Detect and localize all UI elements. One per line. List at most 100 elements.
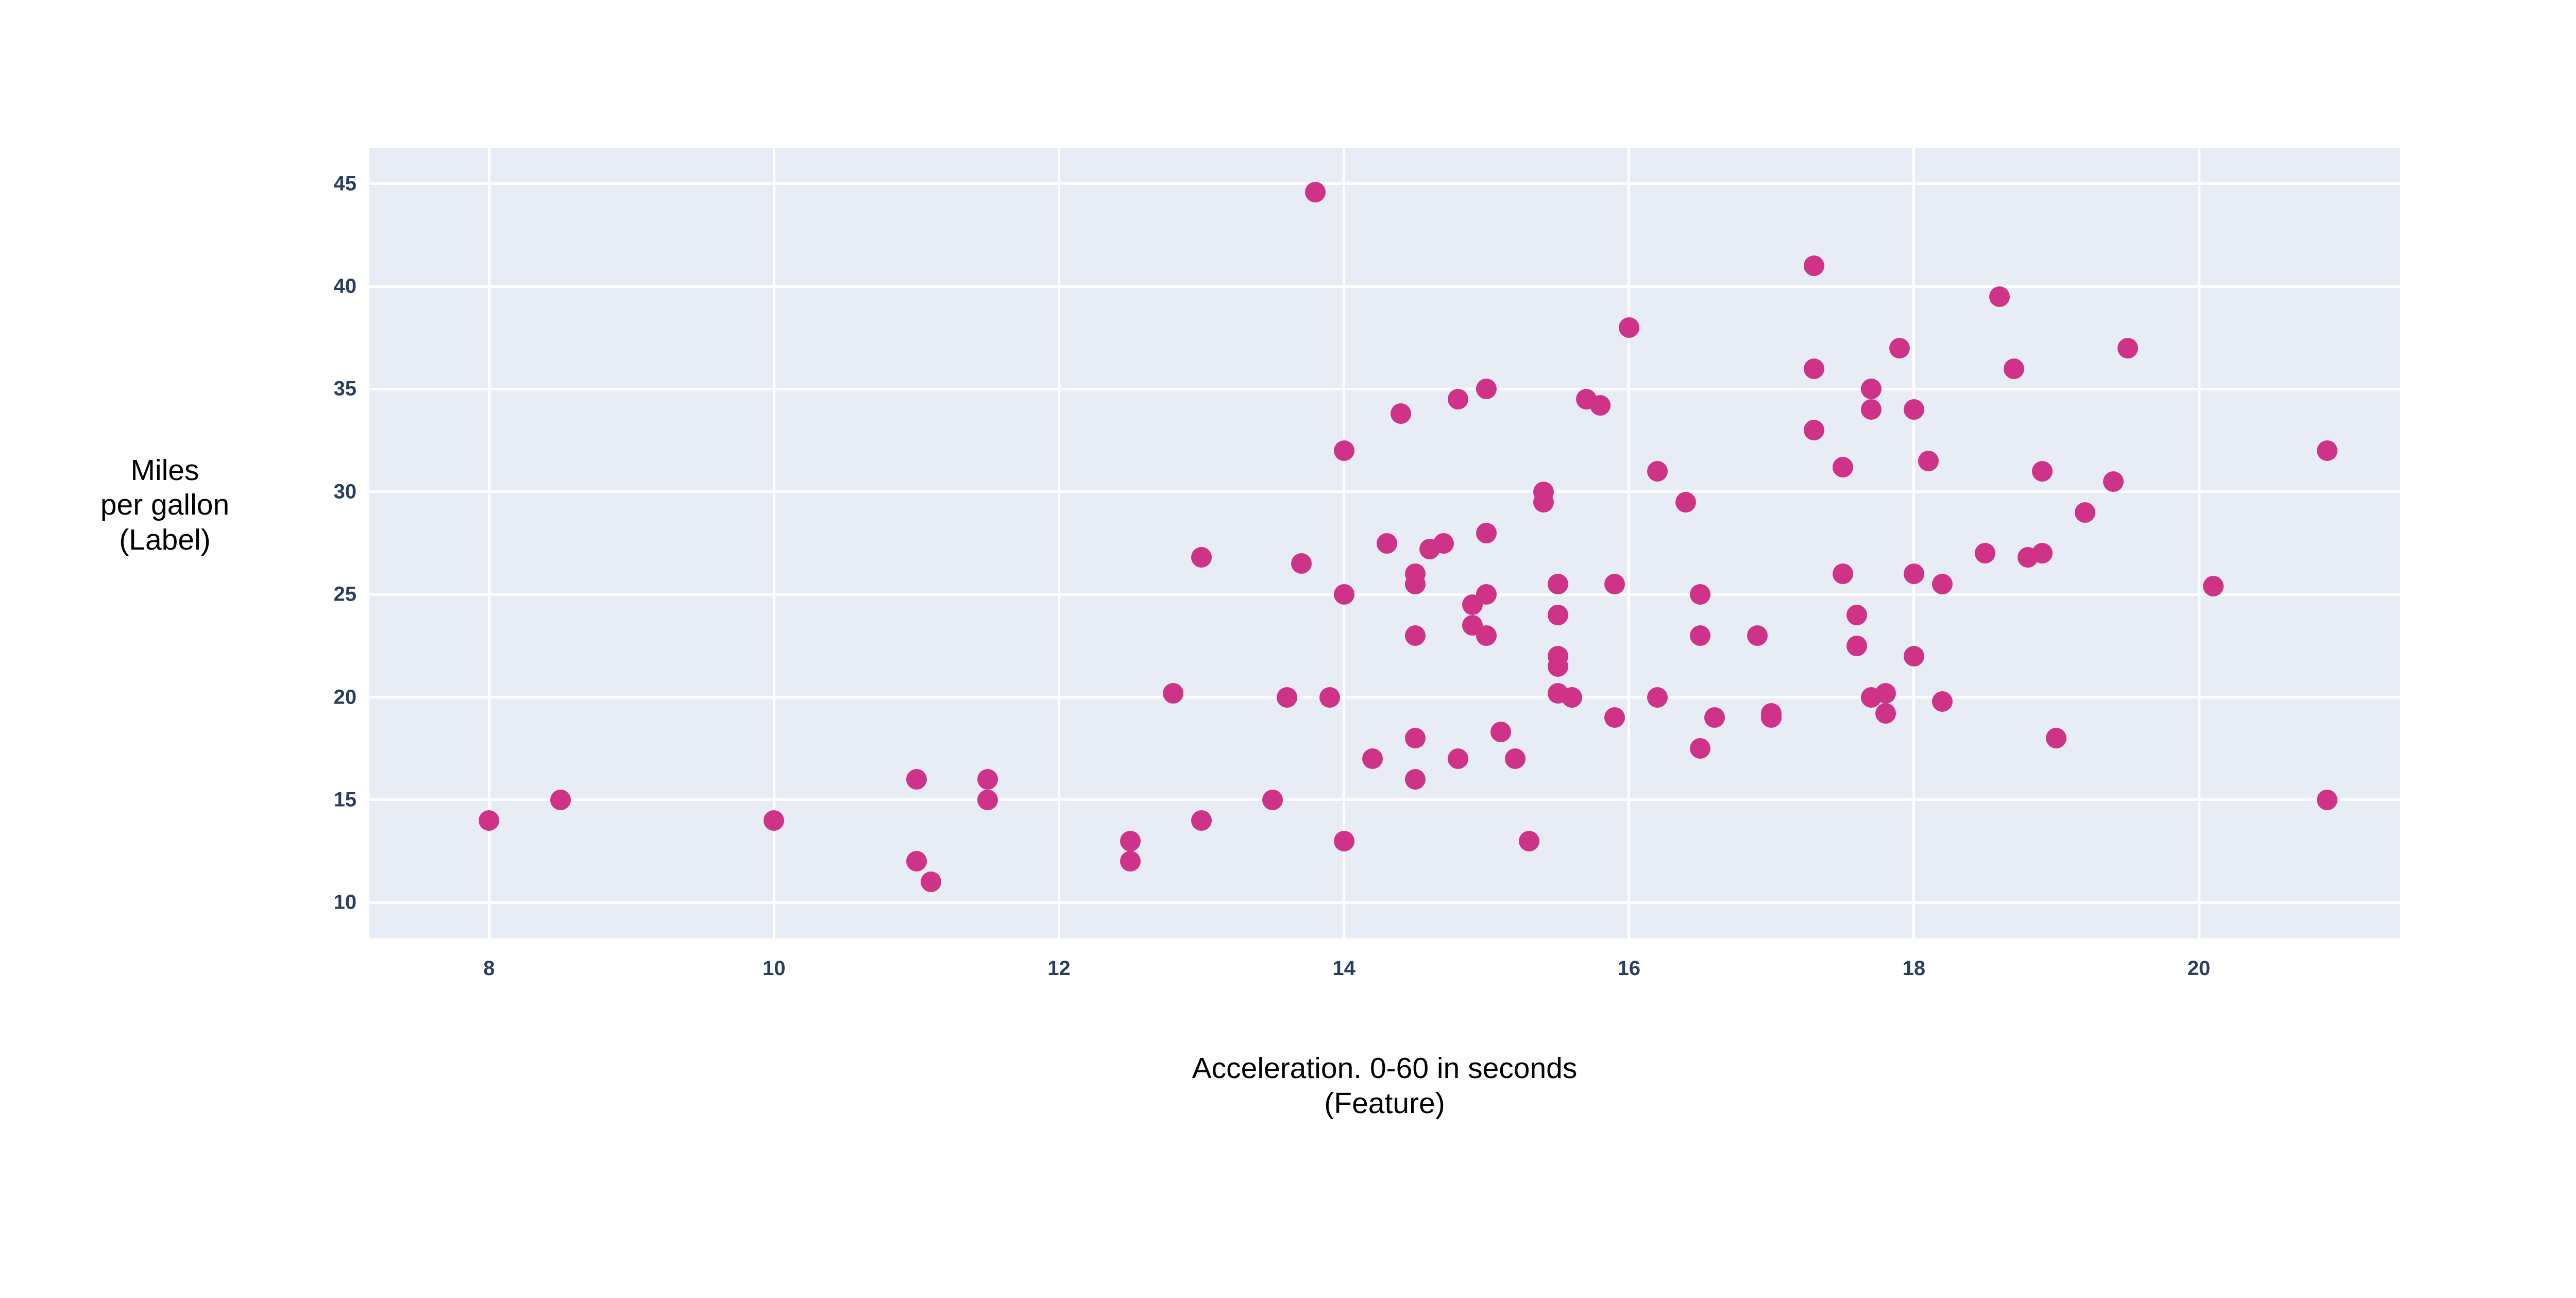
- scatter-point: [1804, 255, 1825, 277]
- scatter-point: [1846, 605, 1868, 626]
- x-axis-title: Acceleration. 0-60 in seconds (Feature): [369, 1051, 2400, 1121]
- scatter-point: [1832, 456, 1853, 477]
- x-axis-title-line-1: Acceleration. 0-60 in seconds: [1192, 1052, 1578, 1085]
- scatter-point: [1162, 682, 1183, 704]
- scatter-point: [764, 810, 785, 831]
- scatter-point: [1277, 687, 1298, 708]
- gridline-y-20: [369, 696, 2400, 699]
- x-tick-label-8: 8: [483, 957, 495, 980]
- y-axis-title-line-2: per gallon: [100, 488, 230, 522]
- scatter-point: [977, 769, 998, 790]
- gridline-x-8: [487, 148, 490, 938]
- scatter-point: [1291, 553, 1312, 574]
- x-axis-title-line-2: (Feature): [1324, 1087, 1445, 1120]
- scatter-point: [1832, 563, 1853, 585]
- scatter-point: [1333, 440, 1354, 462]
- gridline-y-45: [369, 182, 2400, 185]
- scatter-point: [1903, 563, 1924, 585]
- scatter-point: [1618, 317, 1639, 338]
- scatter-point: [1875, 682, 1896, 704]
- x-tick-label-12: 12: [1047, 957, 1071, 980]
- x-tick-label-16: 16: [1617, 957, 1641, 980]
- scatter-point: [2031, 460, 2053, 482]
- gridline-x-14: [1343, 148, 1346, 938]
- y-axis-title-line-3: (Label): [119, 523, 211, 556]
- y-tick-label-10: 10: [333, 891, 357, 914]
- scatter-point: [1333, 830, 1354, 851]
- gridline-y-40: [369, 285, 2400, 288]
- scatter-point: [1903, 645, 1924, 667]
- plot-area: [369, 148, 2400, 938]
- y-tick-label-30: 30: [333, 480, 357, 503]
- scatter-point: [1761, 703, 1782, 724]
- scatter-point: [2046, 728, 2067, 749]
- scatter-point: [1547, 605, 1568, 626]
- y-axis-title-line-1: Miles: [130, 454, 199, 487]
- y-axis-tick-labels: 10 15 20 25 30 35 40 45: [0, 148, 357, 938]
- scatter-point: [1647, 687, 1668, 708]
- scatter-point: [1404, 574, 1426, 595]
- scatter-point: [1404, 769, 1426, 790]
- scatter-point: [1704, 707, 1725, 728]
- gridline-y-15: [369, 798, 2400, 801]
- y-tick-label-20: 20: [333, 686, 357, 709]
- scatter-point: [977, 789, 998, 810]
- y-tick-label-40: 40: [333, 275, 357, 298]
- scatter-point: [906, 851, 927, 872]
- scatter-point: [2003, 358, 2024, 379]
- scatter-point: [1932, 574, 1953, 595]
- scatter-point: [1391, 403, 1412, 424]
- gridline-y-35: [369, 387, 2400, 390]
- scatter-point: [1447, 389, 1468, 410]
- scatter-point: [1875, 703, 1896, 724]
- scatter-point: [2117, 337, 2138, 358]
- scatter-point: [1191, 547, 1212, 568]
- x-axis-tick-labels: 8 10 12 14 16 18 20: [369, 957, 2400, 988]
- scatter-point: [2074, 502, 2095, 523]
- scatter-point: [1675, 491, 1697, 513]
- gridline-y-25: [369, 593, 2400, 596]
- scatter-point: [1319, 687, 1341, 708]
- scatter-point: [1120, 830, 1141, 851]
- scatter-point: [1447, 748, 1468, 770]
- scatter-point: [1804, 358, 1825, 379]
- y-tick-label-25: 25: [333, 583, 357, 606]
- scatter-point: [1547, 645, 1568, 667]
- scatter-point: [1547, 574, 1568, 595]
- scatter-point: [1476, 522, 1497, 543]
- scatter-point: [1362, 748, 1383, 770]
- x-tick-label-10: 10: [762, 957, 786, 980]
- scatter-point: [1305, 181, 1326, 202]
- scatter-point: [1604, 707, 1625, 728]
- scatter-point: [1989, 286, 2010, 308]
- scatter-point: [906, 769, 927, 790]
- y-tick-label-35: 35: [333, 377, 357, 400]
- scatter-point: [1860, 399, 1882, 420]
- scatter-point: [1404, 728, 1426, 749]
- scatter-point: [1433, 533, 1454, 554]
- scatter-point: [1504, 748, 1526, 770]
- scatter-point: [1404, 625, 1426, 646]
- scatter-point: [1804, 420, 1825, 441]
- scatter-point: [1690, 738, 1711, 759]
- scatter-point: [1476, 379, 1497, 400]
- scatter-point: [1918, 451, 1939, 472]
- scatter-point: [1647, 460, 1668, 482]
- gridline-y-10: [369, 901, 2400, 904]
- scatter-point: [1262, 789, 1283, 810]
- gridline-x-10: [772, 148, 775, 938]
- scatter-point: [1519, 830, 1540, 851]
- scatter-point: [1860, 379, 1882, 400]
- scatter-point: [479, 810, 500, 831]
- scatter-point: [2031, 543, 2053, 564]
- scatter-point: [550, 789, 571, 810]
- scatter-point: [2202, 576, 2224, 597]
- scatter-point: [1747, 625, 1768, 646]
- scatter-point: [1903, 399, 1924, 420]
- scatter-point: [1846, 635, 1868, 656]
- x-tick-label-18: 18: [1902, 957, 1926, 980]
- scatter-point: [2316, 440, 2337, 462]
- scatter-point: [1562, 687, 1583, 708]
- scatter-point: [2103, 471, 2124, 492]
